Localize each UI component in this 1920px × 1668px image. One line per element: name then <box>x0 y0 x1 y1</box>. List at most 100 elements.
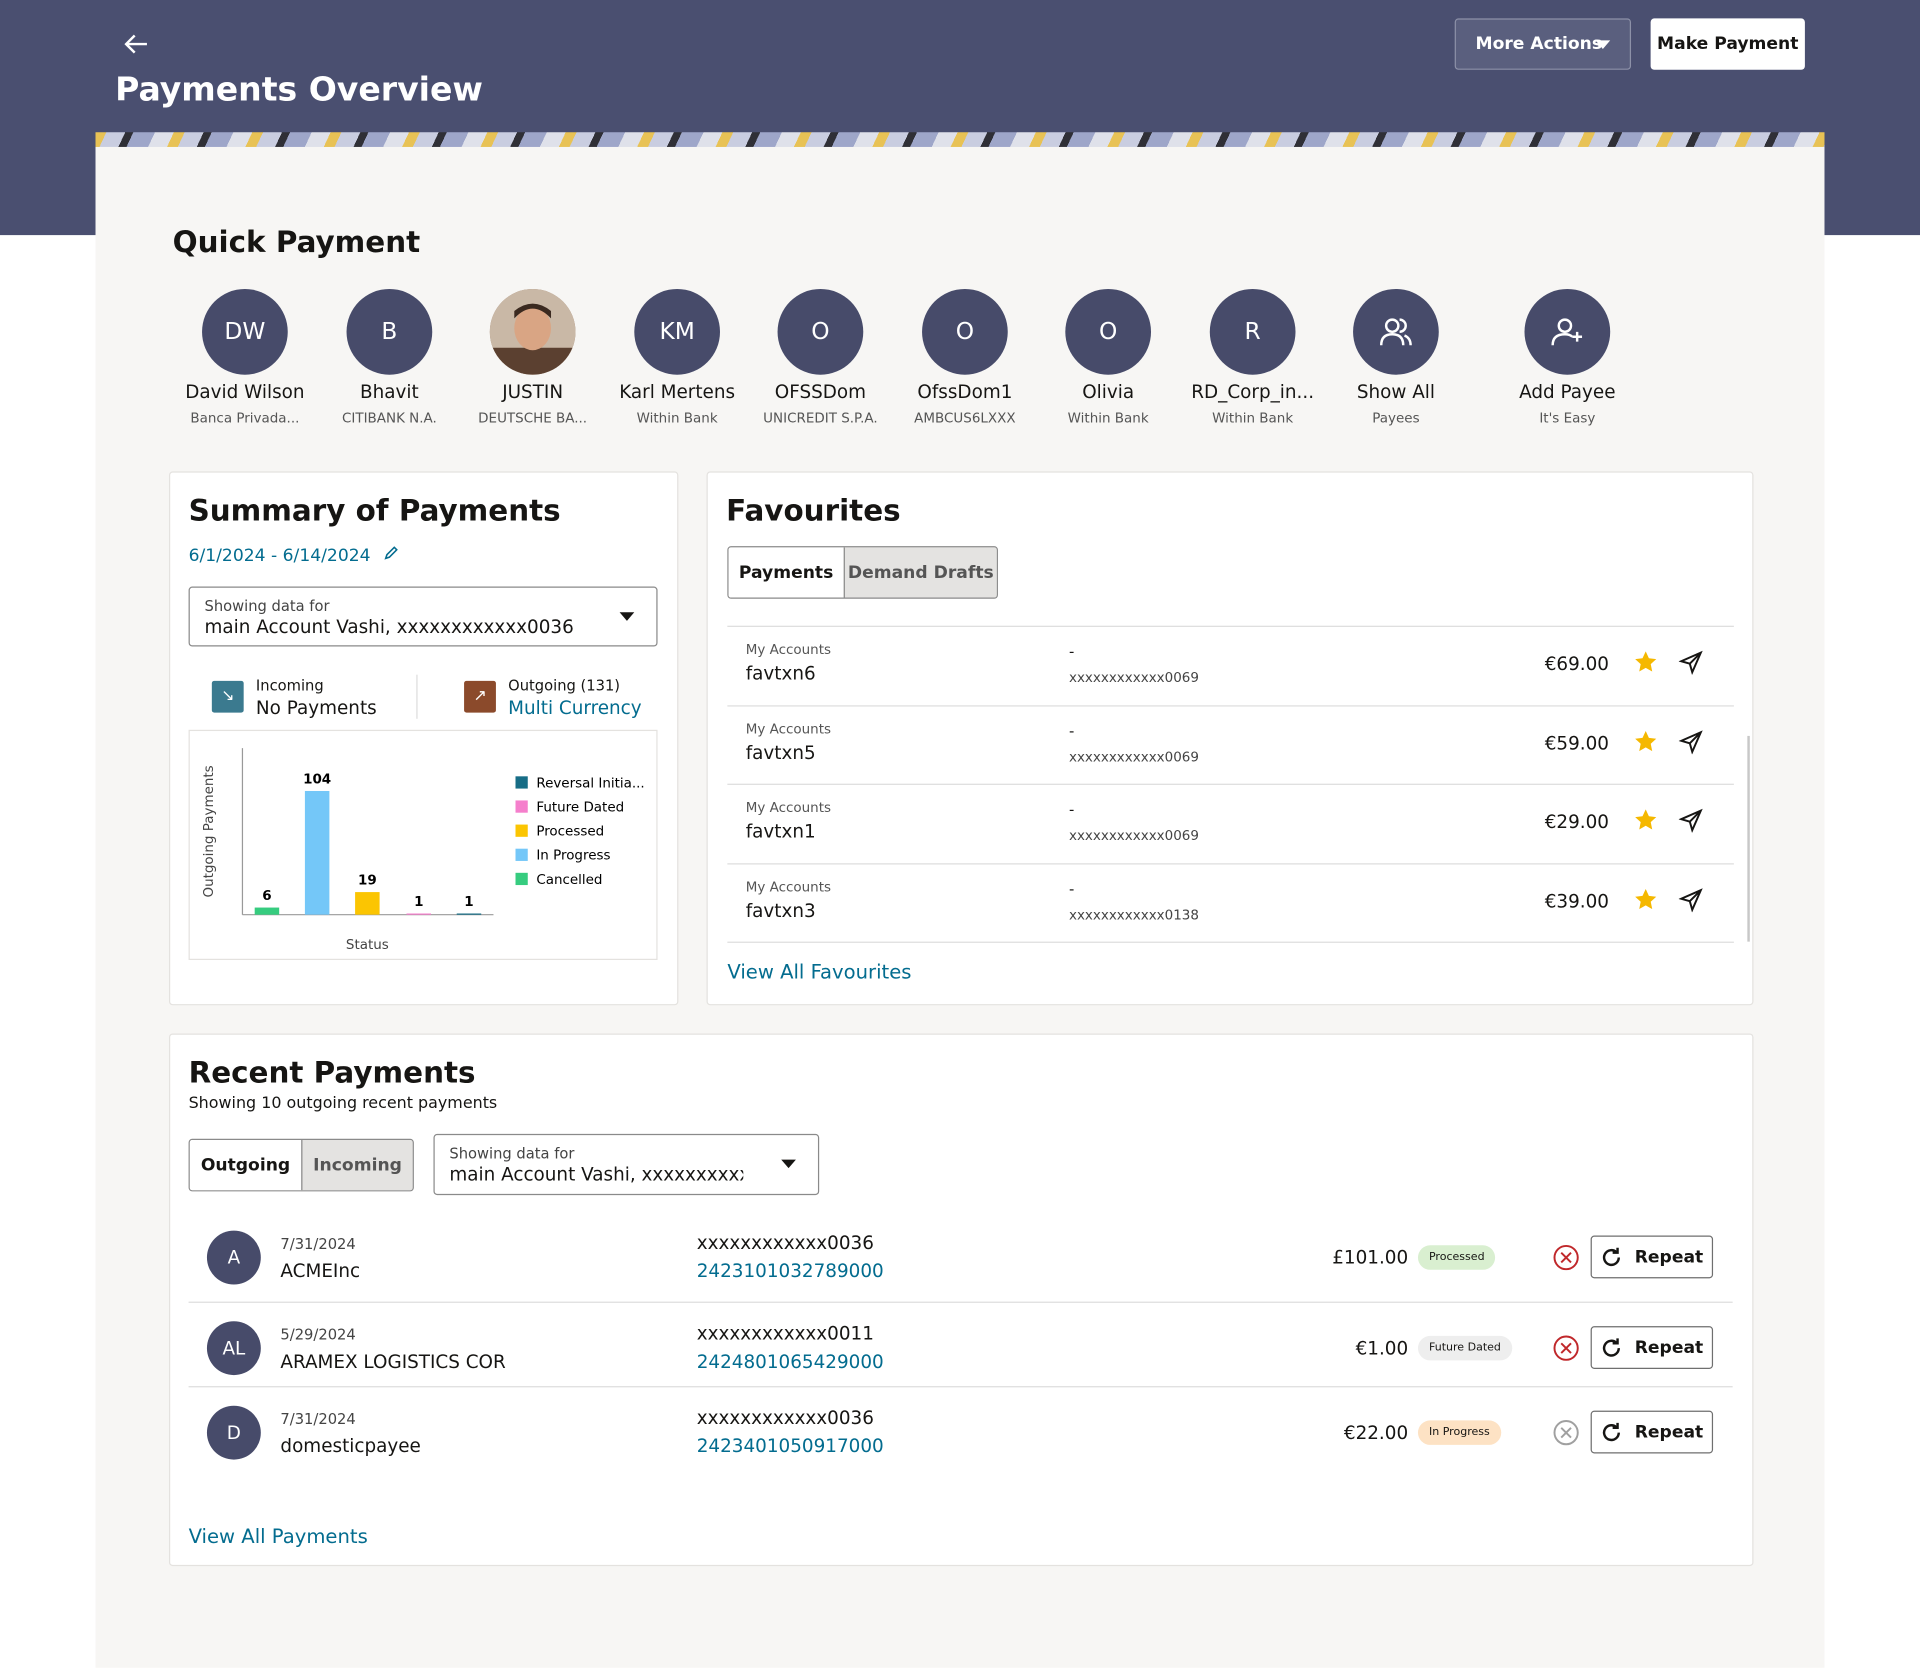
payee-name[interactable]: Bhavit <box>360 380 419 403</box>
reference[interactable]: 2423401050917000 <box>696 1435 884 1458</box>
row-divider <box>188 1301 1733 1303</box>
payee-avatar[interactable]: O <box>1065 288 1152 375</box>
pay-button[interactable] <box>1678 808 1703 837</box>
panel-subtitle: Showing 10 outgoing recent payments <box>188 1094 498 1114</box>
payee-name[interactable]: OfssDom1 <box>917 380 1013 403</box>
payee-avatar: D <box>206 1405 261 1460</box>
payee-name[interactable]: OFSSDom <box>774 380 867 403</box>
scrollbar <box>1747 735 1750 942</box>
amount: €1.00 <box>1355 1337 1409 1360</box>
legend-swatch <box>515 848 528 861</box>
payee-name[interactable]: RD_Corp_in... <box>1191 380 1315 403</box>
legend-swatch <box>515 872 528 886</box>
payee-name[interactable]: Add Payee <box>1519 380 1616 403</box>
payee-avatar[interactable] <box>1524 288 1611 375</box>
payee-bank: UNICREDIT S.P.A. <box>763 410 878 427</box>
payment-date: 5/29/2024 <box>280 1326 356 1344</box>
outgoing-value[interactable]: Multi Currency <box>508 696 642 719</box>
pay-button[interactable] <box>1678 887 1703 916</box>
row-divider <box>727 862 1734 864</box>
account-dropdown[interactable]: Showing data for main Account Vashi, xxx… <box>433 1133 820 1196</box>
incoming-icon: ↘ <box>211 680 244 713</box>
pay-button[interactable] <box>1678 650 1703 679</box>
fav-dash: - <box>1068 721 1075 739</box>
favourite-star[interactable] <box>1633 808 1657 837</box>
cancel-button[interactable] <box>1553 1244 1580 1276</box>
legend-swatch <box>515 800 528 813</box>
favourite-star[interactable] <box>1633 729 1657 758</box>
payee-name[interactable]: David Wilson <box>185 380 305 403</box>
data-label: 19 <box>358 874 377 889</box>
x-axis-label: Status <box>346 938 389 953</box>
payee-bank: Within Bank <box>636 410 718 427</box>
recent-panel: Recent Payments Showing 10 outgoing rece… <box>168 1033 1754 1567</box>
fav-dash: - <box>1068 879 1075 897</box>
cancel-button[interactable] <box>1553 1335 1580 1367</box>
row-divider <box>727 625 1734 627</box>
payee-avatar[interactable]: R <box>1209 288 1296 375</box>
status-badge: In Progress <box>1417 1420 1501 1445</box>
data-label: 1 <box>464 895 473 910</box>
pay-button[interactable] <box>1678 729 1703 758</box>
bar <box>254 907 280 915</box>
fav-amount: €59.00 <box>1544 731 1609 754</box>
payee-name[interactable]: Show All <box>1356 380 1436 403</box>
reference[interactable]: 2424801065429000 <box>696 1350 884 1373</box>
button-label: Repeat <box>1634 1337 1704 1358</box>
tab[interactable]: Outgoing <box>189 1140 302 1191</box>
payee-avatar[interactable]: O <box>777 288 864 375</box>
payee-name: domesticpayee <box>280 1435 421 1458</box>
tab-group: Outgoing Incoming <box>188 1138 414 1192</box>
more-actions-button[interactable]: More Actions <box>1454 18 1632 70</box>
payee-avatar[interactable]: O <box>922 288 1008 375</box>
favourite-star[interactable] <box>1633 650 1657 679</box>
section-title: Quick Payment <box>172 225 421 260</box>
fav-name: favtxn3 <box>745 899 816 922</box>
payee-name[interactable]: Karl Mertens <box>619 380 736 403</box>
chart-frame <box>188 729 658 961</box>
date-range[interactable]: 6/1/2024 - 6/14/2024 <box>189 546 398 566</box>
divider <box>416 674 418 719</box>
payee-avatar[interactable]: B <box>346 288 433 375</box>
account: xxxxxxxxxxxx0011 <box>696 1322 874 1345</box>
payee-bank: Payees <box>1372 410 1420 427</box>
date-text: 6/1/2024 - 6/14/2024 <box>188 546 371 566</box>
payment-date: 7/31/2024 <box>280 1235 356 1253</box>
make-payment-button[interactable]: Make Payment <box>1650 18 1805 70</box>
fav-group: My Accounts <box>745 799 832 816</box>
payee-avatar[interactable]: DW <box>202 288 288 375</box>
fav-amount: €29.00 <box>1544 810 1609 833</box>
dropdown-label: Showing data for <box>204 597 330 615</box>
back-button[interactable] <box>122 32 149 56</box>
payee-name[interactable]: JUSTIN <box>502 380 564 403</box>
payee-avatar[interactable] <box>489 288 576 375</box>
bar <box>355 892 380 915</box>
tab[interactable]: Payments <box>728 547 844 598</box>
chart: Outgoing Payments Status 6 104 19 1 1 Reversa… <box>202 748 645 953</box>
payee-avatar[interactable]: KM <box>634 288 721 375</box>
payee-name[interactable]: Olivia <box>1082 380 1135 403</box>
row-divider <box>727 783 1734 785</box>
tab[interactable]: Incoming <box>301 1140 413 1191</box>
legend-label: Reversal Initia... <box>536 776 644 791</box>
view-all-link[interactable]: View All Payments <box>188 1524 368 1548</box>
fav-name: favtxn6 <box>745 662 816 685</box>
account-dropdown[interactable]: Showing data for main Account Vashi, xxx… <box>188 586 658 647</box>
payment-list: A 7/31/2024 ACMEInc xxxxxxxxxxxx0036 2423101… <box>170 1217 1752 1502</box>
favourites-panel: Favourites Payments Demand Drafts View A… <box>706 471 1754 1006</box>
repeat-button[interactable]: Repeat <box>1590 1410 1714 1454</box>
outgoing-label: Outgoing (131) <box>508 677 621 695</box>
favourite-star[interactable] <box>1633 887 1657 916</box>
status-badge: Future Dated <box>1417 1335 1512 1361</box>
repeat-button[interactable]: Repeat <box>1590 1235 1714 1279</box>
repeat-button[interactable]: Repeat <box>1590 1326 1714 1369</box>
tab[interactable]: Demand Drafts <box>843 547 997 598</box>
view-all-link[interactable]: View All Favourites <box>727 960 912 984</box>
payee-bank: Within Bank <box>1067 410 1149 427</box>
payee-avatar[interactable] <box>1353 288 1439 375</box>
y-axis-label: Outgoing Payments <box>202 765 217 897</box>
legend-swatch <box>515 824 528 837</box>
payee-avatar: AL <box>206 1321 261 1376</box>
reference[interactable]: 2423101032789000 <box>696 1260 884 1283</box>
